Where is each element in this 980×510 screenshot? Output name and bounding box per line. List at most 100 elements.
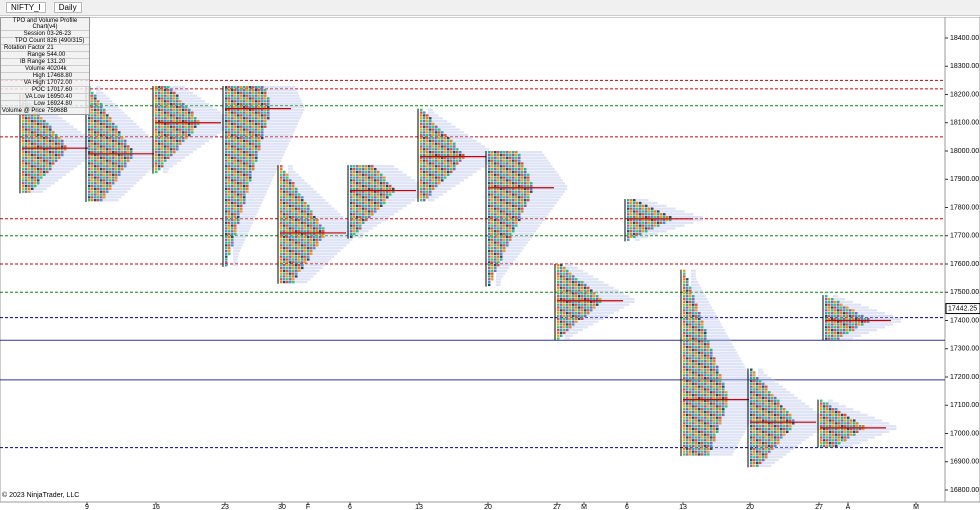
tpo-block [765,396,768,400]
tpo-block [494,199,497,202]
volume-bar [565,275,594,278]
tpo-block [820,410,823,414]
tpo-block [497,227,500,230]
tpo-block [491,255,494,258]
tpo-block [130,156,133,159]
tpo-block [701,433,704,436]
tpo-block [515,153,518,157]
tpo-block [31,162,34,165]
tpo-block [563,297,566,301]
volume-bar [233,190,268,193]
tpo-block [569,303,572,306]
tpo-block [109,119,112,123]
volume-bar [163,105,213,109]
volume-bar [233,176,274,179]
tpo-block [228,227,231,230]
volume-bar [288,272,317,275]
tpo-block [450,170,453,174]
tpo-block [698,343,701,346]
tpo-block [43,159,46,162]
tpo-block [642,204,645,207]
tpo-block [453,156,456,159]
tpo-block [660,215,663,219]
tpo-block [301,204,304,207]
tpo-block [25,165,28,168]
tpo-block [359,187,362,191]
tpo-block [350,176,353,179]
tpo-block [243,173,246,176]
tpo-block [847,422,850,425]
period-selector[interactable]: Daily [53,2,82,13]
tpo-block [170,97,173,100]
tpo-block [750,377,753,380]
tpo-block [765,419,768,422]
tpo-block [566,328,569,332]
tpo-block [753,461,756,465]
tpo-block [94,117,97,120]
tpo-block [497,179,500,182]
tpo-block [657,213,660,216]
tpo-block [506,213,509,216]
tpo-block [231,148,234,151]
tpo-block [826,430,829,433]
tpo-block [506,159,509,162]
tpo-block [362,221,365,224]
tpo-block [557,297,560,301]
tpo-block [118,136,121,140]
tpo-block [286,232,289,236]
tpo-block [280,167,283,171]
tpo-block [834,323,837,326]
tpo-block [112,165,115,168]
tpo-block [512,159,515,162]
tpo-block [686,340,689,343]
tpo-block [560,278,563,281]
tpo-block [246,94,249,97]
tpo-block [497,193,500,196]
tpo-block [569,326,572,329]
tpo-block [31,114,34,117]
tpo-block [307,241,310,244]
instrument-selector[interactable]: NIFTY_I [6,2,46,13]
tpo-block [155,159,158,162]
volume-bar [691,427,747,431]
tpo-block [228,238,231,241]
tpo-block [704,348,707,352]
tpo-block [509,193,512,196]
tpo-block [789,422,792,425]
tpo-block [762,427,765,431]
tpo-block [182,136,185,140]
volume-bar [758,456,783,459]
tpo-block [106,173,109,176]
tpo-block [286,238,289,241]
tpo-block [319,227,322,230]
volume-bar [358,207,403,210]
tpo-block [698,441,701,445]
tpo-block [698,427,701,431]
tpo-block [179,105,182,109]
tpo-block [765,450,768,453]
tpo-block [563,275,566,278]
tpo-block [695,410,698,414]
tpo-block [234,105,237,109]
tpo-block [37,145,40,148]
tpo-block [560,292,563,295]
tpo-block [243,94,246,97]
tpo-block [756,439,759,442]
tpo-block [292,249,295,253]
tpo-block [686,280,689,284]
volume-bar [163,145,201,148]
tpo-block [34,179,37,182]
volume-bar [691,425,749,428]
tpo-block [686,419,689,422]
tpo-block [835,439,838,442]
tpo-block [234,230,237,233]
tpo-block [255,156,258,159]
tpo-block [112,136,115,140]
toolbar: NIFTY_I Daily [0,0,980,16]
tpo-block [765,413,768,417]
tpo-block [423,139,426,143]
tpo-block [100,136,103,140]
tpo-block [829,410,832,414]
tpo-block [353,204,356,207]
tpo-block [759,450,762,453]
